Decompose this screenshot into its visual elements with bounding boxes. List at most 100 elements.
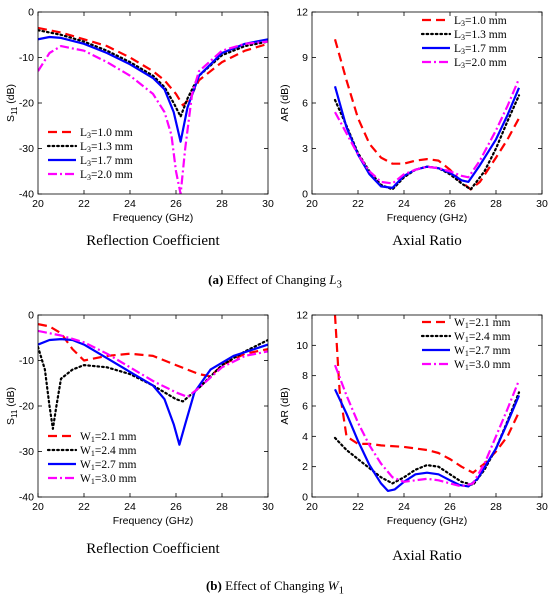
x-tick-label: 30 [262,198,274,210]
caption-a-text: Effect of Changing [226,272,326,287]
y-tick-label: 0 [302,189,308,201]
x-tick-label: 26 [444,198,456,210]
legend-label-1: L3=1.0 mm [80,127,133,140]
plot-frame [37,11,269,195]
y-tick-label: -40 [19,189,34,201]
y-axis-label: S11 (dB) [5,387,19,425]
y-tick-label: -20 [19,401,34,413]
legend-label-2: L3=1.3 mm [80,141,133,154]
legend-label-4: L3=2.0 mm [454,57,507,70]
x-tick-label: 20 [306,198,318,210]
chart-title: Axial Ratio [392,233,462,249]
y-tick-label: 9 [302,52,308,64]
series-line-3 [38,35,268,143]
x-tick-label: 20 [306,501,318,513]
y-tick-label: 0 [302,492,308,504]
caption-a-sub: 3 [336,278,342,291]
series-line-3 [334,388,521,492]
chart-title: Reflection Coefficient [86,541,220,557]
x-tick-label: 30 [536,198,548,210]
caption-b-symbol: W [327,578,339,593]
y-tick-label: -20 [19,98,34,110]
plot-frame [37,314,269,498]
x-tick-label: 28 [216,501,228,513]
legend-label-4: W1=3.0 mm [454,359,511,372]
x-tick-label: 24 [124,501,136,513]
chart-panel-2: 20 22 24 26 28 30 0 3 6 9 12 Frequency (GHz) AR (dB)… [279,7,548,250]
series-line-4 [38,40,268,194]
x-tick-label: 24 [398,198,410,210]
y-tick-label: -30 [19,143,34,155]
y-tick-label: 12 [296,310,308,322]
y-tick-label: 6 [302,401,308,413]
x-tick-label: 28 [490,198,502,210]
y-tick-label: 10 [296,340,308,352]
chart-title: Axial Ratio [392,548,462,564]
x-axis-label: Frequency (GHz) [113,212,194,224]
series-line-1 [333,39,520,191]
x-tick-label: 24 [124,198,136,210]
caption-b: (b) Effect of Changing W1 [0,578,550,597]
legend-label-2: W1=2.4 mm [80,445,137,458]
series-line-2 [333,391,521,486]
series-line-4 [38,329,268,398]
caption-b-sub: 1 [338,584,345,597]
y-tick-label: -10 [19,52,34,64]
y-tick-label: 8 [302,370,308,382]
chart-panel-1: 20 22 24 26 28 30 0 -10 -20 -30 -40 Frequency (GHz)… [5,7,274,250]
y-tick-label: 0 [28,310,34,322]
x-tick-label: 22 [78,501,90,513]
legend-label-2: W1=2.4 mm [454,331,511,344]
series-line-1 [38,26,268,107]
x-axis-label: Frequency (GHz) [387,212,468,224]
legend-label-3: L3=1.7 mm [80,155,133,168]
caption-b-text: Effect of Changing [225,578,325,593]
y-axis-label: AR (dB) [279,84,291,121]
legend-label-3: W1=2.7 mm [80,459,137,472]
caption-b-prefix: (b) [205,578,222,593]
x-tick-label: 26 [170,501,182,513]
caption-a: (a) Effect of Changing L3 [0,272,550,291]
legend-label-2: L3=1.3 mm [454,29,507,42]
x-axis-label: Frequency (GHz) [387,515,468,527]
legend-label-1: L3=1.0 mm [454,15,507,28]
y-axis-label: AR (dB) [279,387,291,424]
y-tick-label: 0 [28,7,34,19]
legend-label-3: L3=1.7 mm [454,43,507,56]
y-tick-label: 2 [302,461,308,473]
x-tick-label: 26 [170,198,182,210]
x-tick-label: 24 [398,501,410,513]
series-line-3 [38,338,268,446]
series-line-3 [333,86,521,189]
x-tick-label: 22 [352,501,364,513]
chart-title: Reflection Coefficient [86,233,220,249]
x-tick-label: 20 [32,198,44,210]
series-line-2 [38,29,268,118]
chart-panel-3: 20 22 24 26 28 30 0 -10 -20 -30 -40 Frequency (GHz)… [5,310,274,558]
y-tick-label: 4 [302,431,308,443]
y-tick-label: 12 [296,7,308,19]
caption-a-symbol: L [329,272,337,287]
x-tick-label: 22 [78,198,90,210]
y-tick-label: -40 [19,492,34,504]
legend-label-1: W1=2.1 mm [454,317,511,330]
y-tick-label: -10 [19,355,34,367]
legend-label-1: W1=2.1 mm [80,431,137,444]
x-tick-label: 20 [32,501,44,513]
series-line-4 [334,78,521,185]
legend-label-3: W1=2.7 mm [454,345,511,358]
series-line-1 [333,315,520,474]
caption-a-prefix: (a) [208,272,224,287]
x-axis-label: Frequency (GHz) [113,515,194,527]
series-line-2 [333,94,521,191]
x-tick-label: 30 [262,501,274,513]
legend-label-4: L3=2.0 mm [80,169,133,182]
y-tick-label: 3 [302,143,308,155]
x-tick-label: 30 [536,501,548,513]
series-line-4 [333,364,521,488]
